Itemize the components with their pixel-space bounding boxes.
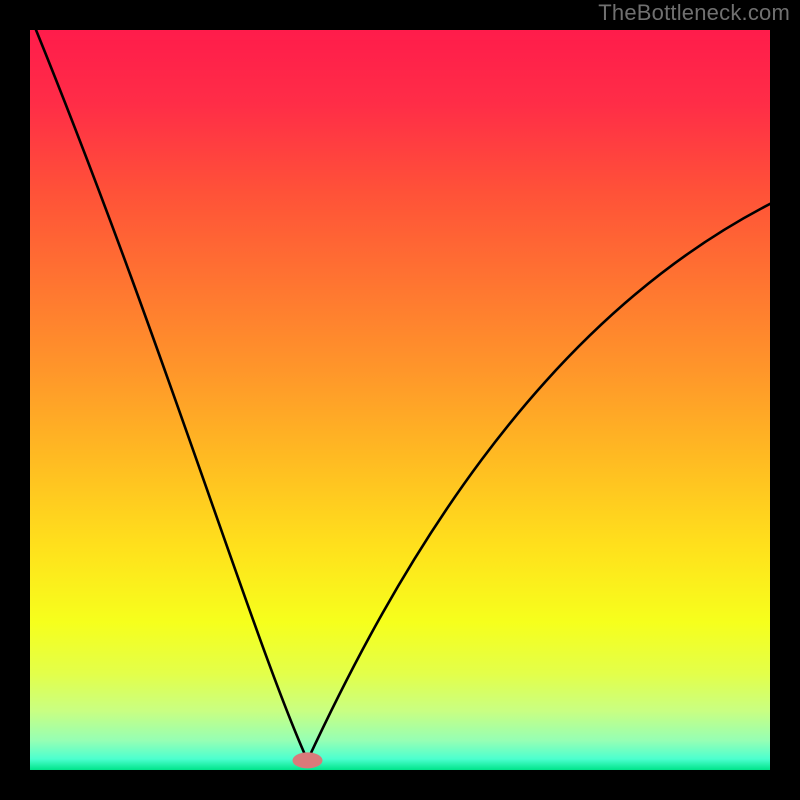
gradient-background: [30, 30, 770, 770]
plot-area: [30, 30, 770, 770]
watermark-text: TheBottleneck.com: [598, 0, 790, 26]
chart-frame: TheBottleneck.com: [0, 0, 800, 800]
chart-svg: [30, 30, 770, 770]
minimum-marker: [293, 752, 323, 768]
